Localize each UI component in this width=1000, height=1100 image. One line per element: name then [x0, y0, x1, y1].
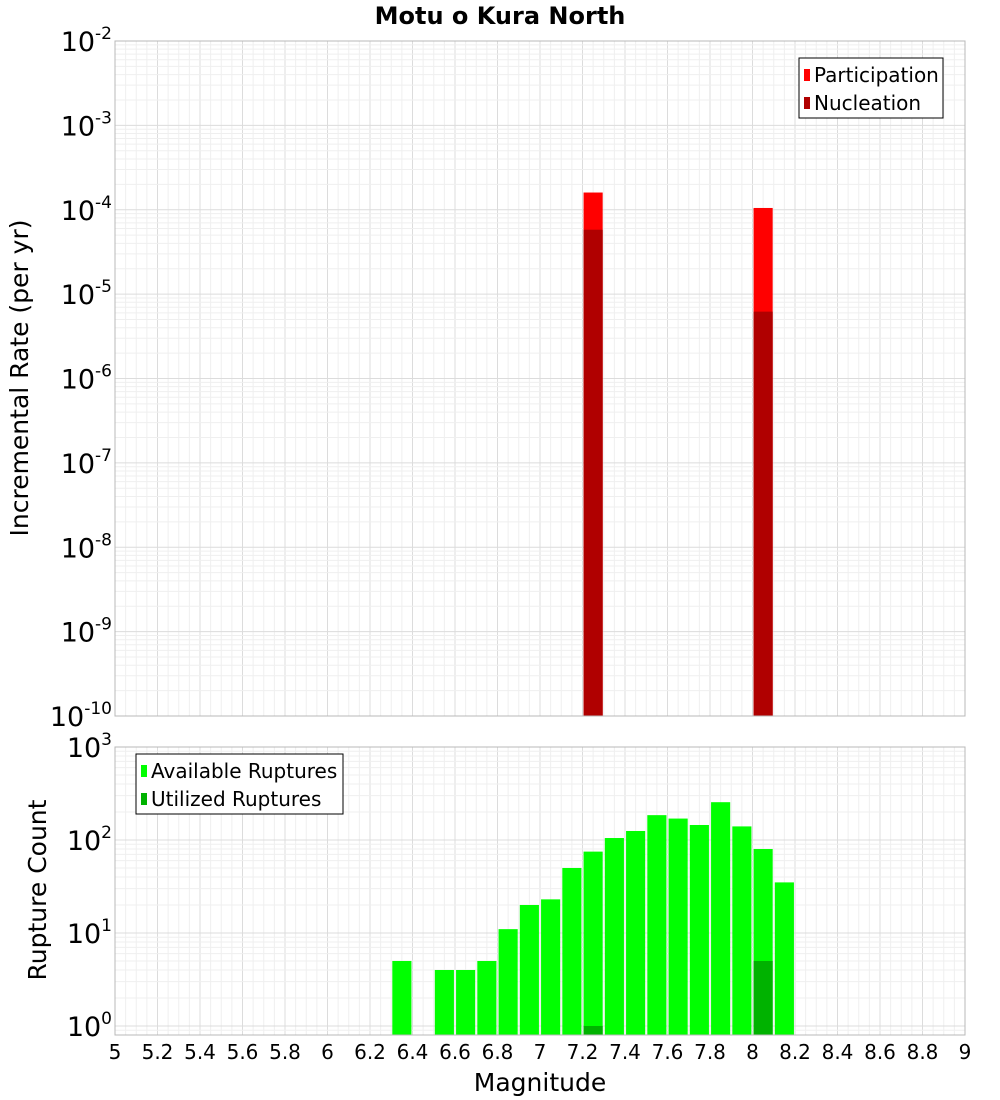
legend-box: [798, 57, 944, 119]
x-tick-label: 7.2: [567, 1040, 599, 1064]
legend-label: Nucleation: [814, 91, 921, 115]
axes-layer: 10-2 10-3 10-4 10-5 10-6 10-7 10-8 10-9 10-10103…: [50, 24, 972, 1064]
bar-available-ruptures: [392, 960, 412, 1035]
y-tick-label: 103: [67, 730, 112, 764]
x-tick-label: 7: [534, 1040, 547, 1064]
x-tick-label: 5.6: [227, 1040, 259, 1064]
legend-swatch: [141, 765, 147, 777]
x-tick-label: 8.6: [864, 1040, 896, 1064]
bar-available-ruptures: [434, 969, 454, 1035]
bar-available-ruptures: [477, 960, 497, 1035]
y-tick-label: 10-10: [50, 699, 112, 733]
x-axis-label: Magnitude: [474, 1068, 606, 1097]
bar-nucleation: [753, 311, 773, 716]
y-tick-label: 10-3: [61, 108, 112, 142]
y-tick-label: 10-7: [61, 446, 112, 480]
bar-available-ruptures: [604, 838, 624, 1035]
bar-available-ruptures: [541, 899, 561, 1035]
plot-area-count: [114, 746, 966, 1036]
legend-label: Available Ruptures: [151, 759, 337, 783]
y-tick-label: 101: [67, 916, 112, 950]
legend-box: [135, 753, 344, 815]
y-tick-label: 102: [67, 823, 112, 857]
bar-available-ruptures: [668, 818, 688, 1035]
bar-available-ruptures: [774, 882, 794, 1035]
y-tick-label: 10-6: [61, 362, 112, 396]
legend-count: Available Ruptures Utilized Ruptures: [135, 753, 344, 815]
x-tick-label: 6.2: [354, 1040, 386, 1064]
legend-swatch: [804, 97, 810, 109]
x-tick-label: 5: [109, 1040, 122, 1064]
legends-layer: Participation Nucleation Available Rupture…: [135, 57, 944, 815]
x-tick-label: 7.6: [652, 1040, 684, 1064]
x-tick-label: 6.6: [439, 1040, 471, 1064]
y-tick-label: 10-5: [61, 277, 112, 311]
bar-available-ruptures: [689, 824, 709, 1035]
y-tick-label: 10-2: [61, 24, 112, 58]
x-tick-label: 7.4: [609, 1040, 641, 1064]
legend-swatch: [141, 793, 147, 805]
bar-available-ruptures: [583, 851, 603, 1035]
bar-available-ruptures: [456, 969, 476, 1035]
legend-swatch: [804, 69, 810, 81]
x-tick-label: 6.4: [397, 1040, 429, 1064]
legend-label: Participation: [814, 63, 939, 87]
chart-title: Motu o Kura North: [375, 2, 626, 30]
y-tick-label: 100: [67, 1009, 112, 1043]
plot-area-rate: [114, 40, 966, 717]
y-axis-label-count: Rupture Count: [23, 799, 52, 980]
bar-available-ruptures: [498, 929, 518, 1035]
grid-layer: [114, 41, 966, 1036]
y-tick-label: 10-4: [61, 193, 112, 227]
x-tick-label: 5.4: [184, 1040, 216, 1064]
plot-frames: [114, 40, 966, 1036]
x-tick-label: 8.8: [907, 1040, 939, 1064]
x-tick-label: 6: [321, 1040, 334, 1064]
bars-layer: [392, 192, 794, 1035]
x-tick-label: 8.2: [779, 1040, 811, 1064]
y-tick-label: 10-8: [61, 530, 112, 564]
bar-available-ruptures: [519, 904, 539, 1035]
bar-utilized-ruptures: [583, 1025, 603, 1035]
bar-available-ruptures: [647, 815, 667, 1035]
bar-available-ruptures: [626, 830, 646, 1035]
x-tick-label: 5.2: [142, 1040, 174, 1064]
x-tick-label: 8: [746, 1040, 759, 1064]
x-tick-label: 5.8: [269, 1040, 301, 1064]
bar-nucleation: [583, 229, 603, 717]
bar-available-ruptures: [711, 802, 731, 1035]
legend-rate: Participation Nucleation: [798, 57, 944, 119]
bar-available-ruptures: [562, 867, 582, 1035]
y-axis-label-rate: Incremental Rate (per yr): [5, 220, 34, 537]
x-tick-label: 8.4: [822, 1040, 854, 1064]
bar-utilized-ruptures: [753, 960, 773, 1035]
bar-available-ruptures: [732, 826, 752, 1035]
x-tick-label: 6.8: [482, 1040, 514, 1064]
y-tick-label: 10-9: [61, 615, 112, 649]
x-tick-label: 9: [959, 1040, 972, 1064]
legend-label: Utilized Ruptures: [151, 787, 321, 811]
x-tick-label: 7.8: [694, 1040, 726, 1064]
